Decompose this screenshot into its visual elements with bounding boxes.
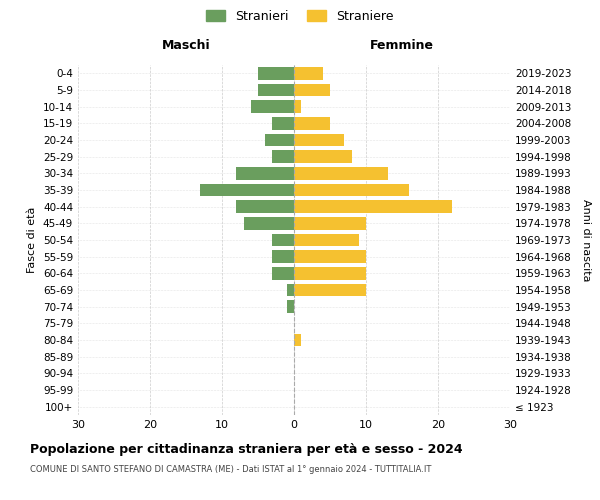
Bar: [294, 134, 344, 146]
Bar: [294, 184, 409, 196]
Bar: [287, 300, 294, 313]
Bar: [294, 84, 330, 96]
Bar: [294, 284, 366, 296]
Bar: [265, 134, 294, 146]
Y-axis label: Fasce di età: Fasce di età: [28, 207, 37, 273]
Bar: [294, 250, 366, 263]
Bar: [294, 150, 352, 163]
Bar: [244, 217, 294, 230]
Bar: [294, 67, 323, 80]
Bar: [258, 84, 294, 96]
Bar: [294, 167, 388, 179]
Text: COMUNE DI SANTO STEFANO DI CAMASTRA (ME) - Dati ISTAT al 1° gennaio 2024 - TUTTI: COMUNE DI SANTO STEFANO DI CAMASTRA (ME)…: [30, 465, 431, 474]
Bar: [236, 167, 294, 179]
Bar: [236, 200, 294, 213]
Bar: [294, 100, 301, 113]
Bar: [272, 150, 294, 163]
Bar: [287, 284, 294, 296]
Bar: [251, 100, 294, 113]
Bar: [294, 334, 301, 346]
Bar: [258, 67, 294, 80]
Bar: [294, 200, 452, 213]
Legend: Stranieri, Straniere: Stranieri, Straniere: [202, 5, 398, 28]
Bar: [294, 267, 366, 280]
Bar: [272, 267, 294, 280]
Y-axis label: Anni di nascita: Anni di nascita: [581, 198, 591, 281]
Bar: [200, 184, 294, 196]
Bar: [294, 117, 330, 130]
Bar: [272, 250, 294, 263]
Bar: [272, 117, 294, 130]
Text: Maschi: Maschi: [161, 38, 211, 52]
Bar: [294, 217, 366, 230]
Text: Femmine: Femmine: [370, 38, 434, 52]
Bar: [272, 234, 294, 246]
Bar: [294, 234, 359, 246]
Text: Popolazione per cittadinanza straniera per età e sesso - 2024: Popolazione per cittadinanza straniera p…: [30, 442, 463, 456]
